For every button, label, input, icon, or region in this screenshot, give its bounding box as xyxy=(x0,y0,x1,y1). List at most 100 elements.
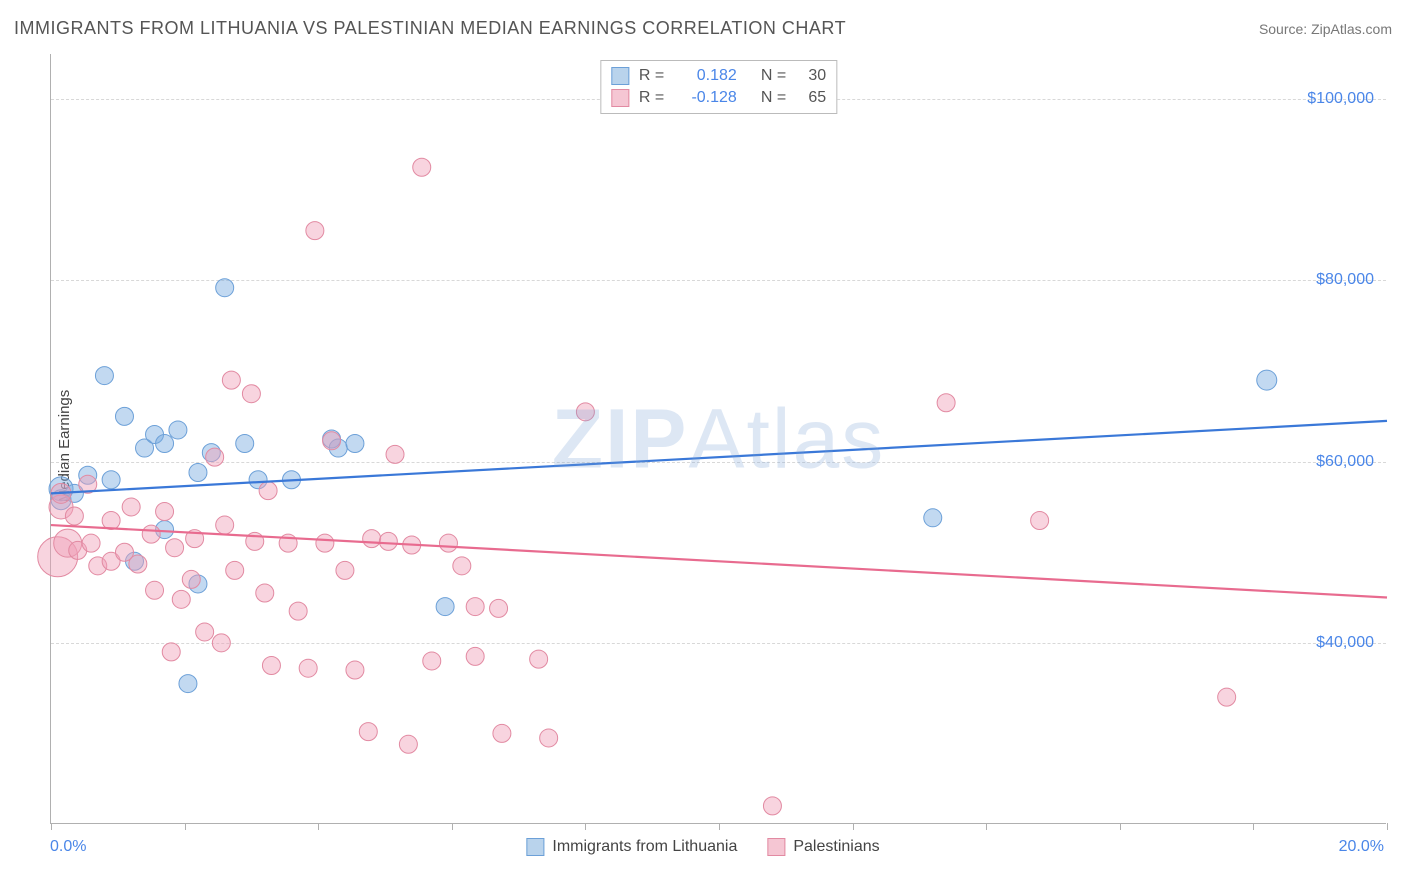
data-point xyxy=(242,385,260,403)
data-point xyxy=(142,525,160,543)
data-point xyxy=(316,534,334,552)
data-point xyxy=(216,516,234,534)
scatter-svg xyxy=(51,54,1386,823)
data-point xyxy=(146,581,164,599)
chart-plot-area: $40,000$60,000$80,000$100,000 ZIPAtlas R… xyxy=(50,54,1386,824)
swatch-icon xyxy=(767,838,785,856)
trend-line xyxy=(51,525,1387,597)
data-point xyxy=(236,435,254,453)
data-point xyxy=(226,561,244,579)
n-value: 65 xyxy=(796,89,826,107)
data-point xyxy=(336,561,354,579)
data-point xyxy=(196,623,214,641)
x-tick xyxy=(986,823,987,830)
x-tick xyxy=(452,823,453,830)
r-label: R = xyxy=(639,89,667,107)
data-point xyxy=(189,464,207,482)
x-axis-max-label: 20.0% xyxy=(1339,838,1384,856)
data-point xyxy=(299,659,317,677)
data-point xyxy=(466,598,484,616)
series-name: Immigrants from Lithuania xyxy=(552,838,737,856)
x-tick xyxy=(51,823,52,830)
data-point xyxy=(490,599,508,617)
x-axis-min-label: 0.0% xyxy=(50,838,86,856)
data-point xyxy=(323,432,341,450)
data-point xyxy=(937,394,955,412)
data-point xyxy=(540,729,558,747)
r-label: R = xyxy=(639,67,667,85)
data-point xyxy=(346,661,364,679)
data-point xyxy=(82,534,100,552)
data-point xyxy=(122,498,140,516)
data-point xyxy=(363,530,381,548)
swatch-icon xyxy=(526,838,544,856)
data-point xyxy=(115,407,133,425)
data-point xyxy=(423,652,441,670)
x-tick xyxy=(318,823,319,830)
r-value: -0.128 xyxy=(677,89,737,107)
swatch-icon xyxy=(611,89,629,107)
data-point xyxy=(436,598,454,616)
x-tick xyxy=(719,823,720,830)
data-point xyxy=(576,403,594,421)
x-tick xyxy=(185,823,186,830)
chart-title: IMMIGRANTS FROM LITHUANIA VS PALESTINIAN… xyxy=(14,18,846,39)
n-label: N = xyxy=(761,67,786,85)
swatch-icon xyxy=(611,67,629,85)
data-point xyxy=(65,507,83,525)
data-point xyxy=(216,279,234,297)
data-point xyxy=(212,634,230,652)
data-point xyxy=(169,421,187,439)
data-point xyxy=(179,675,197,693)
data-point xyxy=(530,650,548,668)
correlation-legend: R = 0.182 N = 30 R = -0.128 N = 65 xyxy=(600,60,837,114)
legend-row-series1: R = 0.182 N = 30 xyxy=(611,65,826,87)
source-label: Source: ZipAtlas.com xyxy=(1259,21,1392,37)
data-point xyxy=(162,643,180,661)
data-point xyxy=(206,448,224,466)
data-point xyxy=(259,482,277,500)
data-point xyxy=(306,222,324,240)
legend-item-series1: Immigrants from Lithuania xyxy=(526,838,737,856)
data-point xyxy=(399,735,417,753)
data-point xyxy=(379,532,397,550)
x-tick xyxy=(585,823,586,830)
data-point xyxy=(102,471,120,489)
data-point xyxy=(256,584,274,602)
data-point xyxy=(222,371,240,389)
data-point xyxy=(386,445,404,463)
data-point xyxy=(359,723,377,741)
x-tick xyxy=(853,823,854,830)
data-point xyxy=(763,797,781,815)
n-label: N = xyxy=(761,89,786,107)
data-point xyxy=(156,435,174,453)
data-point xyxy=(172,590,190,608)
legend-item-series2: Palestinians xyxy=(767,838,879,856)
n-value: 30 xyxy=(796,67,826,85)
data-point xyxy=(1218,688,1236,706)
data-point xyxy=(289,602,307,620)
data-point xyxy=(346,435,364,453)
data-point xyxy=(129,555,147,573)
data-point xyxy=(413,158,431,176)
data-point xyxy=(182,570,200,588)
data-point xyxy=(466,647,484,665)
data-point xyxy=(95,367,113,385)
data-point xyxy=(102,512,120,530)
data-point xyxy=(493,724,511,742)
series-legend: Immigrants from Lithuania Palestinians xyxy=(526,838,879,856)
x-tick xyxy=(1120,823,1121,830)
trend-line xyxy=(51,421,1387,493)
legend-row-series2: R = -0.128 N = 65 xyxy=(611,87,826,109)
series-name: Palestinians xyxy=(793,838,879,856)
data-point xyxy=(453,557,471,575)
data-point xyxy=(1031,512,1049,530)
data-point xyxy=(156,502,174,520)
r-value: 0.182 xyxy=(677,67,737,85)
data-point xyxy=(1257,370,1277,390)
x-tick xyxy=(1253,823,1254,830)
data-point xyxy=(262,656,280,674)
data-point xyxy=(924,509,942,527)
data-point xyxy=(166,539,184,557)
data-point xyxy=(439,534,457,552)
